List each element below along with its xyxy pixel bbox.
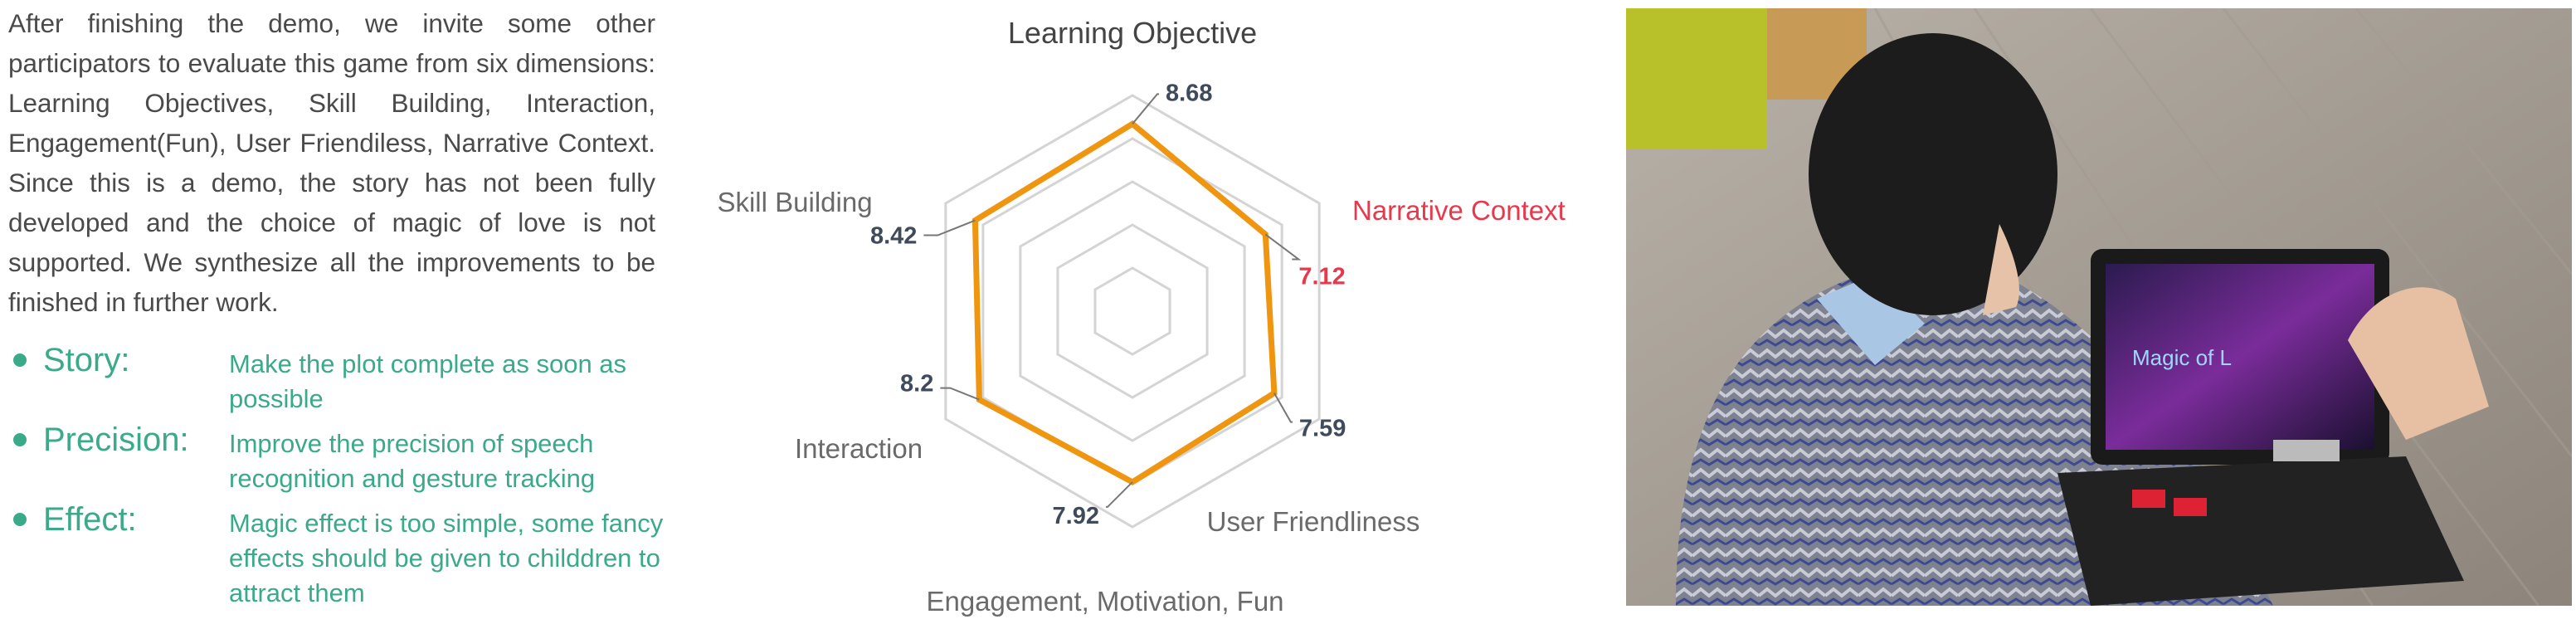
radar-chart-panel: 8.68 7.12 7.59 7.92 8.2 8.42 Learning Objectiv… <box>680 0 1601 620</box>
leap-sensor <box>2273 440 2340 461</box>
green-wall-block <box>1626 8 1767 149</box>
bullet-description: Improve the precision of speech recognit… <box>229 429 596 493</box>
leader-line <box>923 219 976 236</box>
value-label: 8.68 <box>1166 80 1212 106</box>
value-label: 7.92 <box>1053 503 1099 529</box>
list-item: Effect: Magic effect is too simple, some… <box>8 500 664 607</box>
bullet-dot-icon <box>13 353 27 367</box>
intro-paragraph: After finishing the demo, we invite some… <box>8 8 655 317</box>
person-head <box>1809 33 2057 315</box>
list-item: Precision: Improve the precision of spee… <box>8 420 664 500</box>
body-text-column: After finishing the demo, we invite some… <box>8 3 655 322</box>
grid-ring <box>1019 180 1246 442</box>
leader-line <box>1264 233 1302 261</box>
axis-label: Interaction <box>795 433 923 464</box>
bullet-dot-icon <box>13 513 27 526</box>
bullet-description: Make the plot complete as soon as possib… <box>229 349 627 413</box>
radar-chart: 8.68 7.12 7.59 7.92 8.2 8.42 Learning Objectiv… <box>717 16 1566 617</box>
bullet-heading: Effect: <box>43 501 137 538</box>
axis-label: Skill Building <box>717 187 872 217</box>
grid-ring <box>944 94 1321 529</box>
axis-label: User Friendliness <box>1207 506 1420 537</box>
list-item: Story: Make the plot complete as soon as… <box>8 340 664 420</box>
bullet-description: Magic effect is too simple, some fancy e… <box>229 509 664 607</box>
bullet-heading: Precision: <box>43 422 189 458</box>
leader-line <box>1132 93 1159 124</box>
grid-ring <box>1093 266 1171 356</box>
axis-label: Engagement, Motivation, Fun <box>926 586 1283 617</box>
bullet-dot-icon <box>13 433 27 446</box>
laptop-keyboard <box>2057 456 2464 606</box>
axis-label: Narrative Context <box>1352 195 1566 226</box>
hand <box>2348 287 2489 440</box>
photo-illustration: Magic of L <box>1626 8 2572 606</box>
axis-label: Learning Objective <box>1008 16 1257 50</box>
grid-ring <box>1056 223 1209 399</box>
improvement-list: Story: Make the plot complete as soon as… <box>8 340 664 607</box>
leader-line <box>1106 481 1133 508</box>
bullet-heading: Story: <box>43 342 130 378</box>
leader-line <box>940 387 980 401</box>
value-label: 8.42 <box>870 223 917 250</box>
value-label: 8.2 <box>900 371 933 397</box>
value-label: 7.12 <box>1298 263 1345 290</box>
screen-text: Magic of L <box>2132 345 2232 370</box>
leader-line <box>1273 392 1293 423</box>
value-label: 7.59 <box>1299 416 1346 442</box>
user-testing-photo: Magic of L <box>1626 8 2572 606</box>
